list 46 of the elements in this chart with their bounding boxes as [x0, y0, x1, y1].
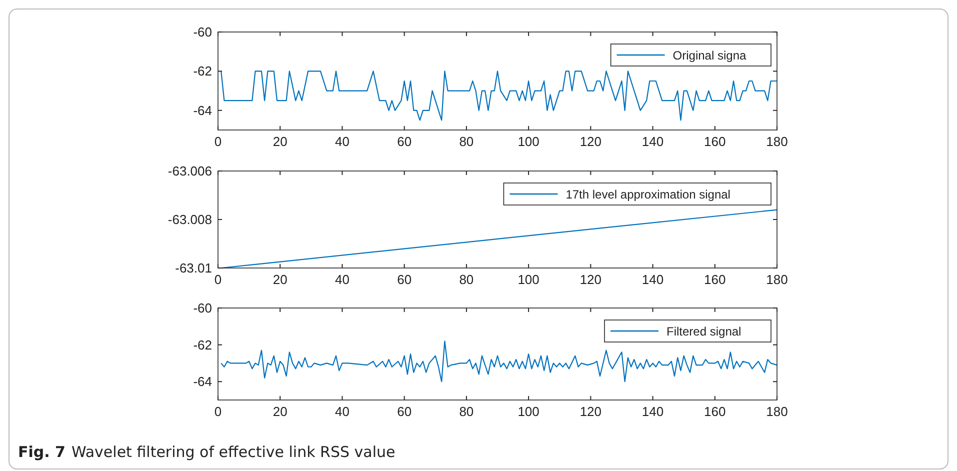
caption: Fig. 7 — [18, 443, 66, 461]
x-tick-label: 100 — [518, 134, 540, 149]
legend-label: 17th level approximation signal — [566, 188, 730, 202]
y-tick-label: -63.008 — [168, 212, 212, 227]
x-tick-label: 20 — [272, 404, 288, 419]
x-tick-label: 0 — [214, 272, 222, 287]
x-tick-label: 100 — [518, 272, 540, 287]
line-series — [220, 70, 778, 121]
y-tick-label: -60 — [193, 24, 212, 40]
x-tick-label: 120 — [580, 404, 602, 419]
y-tick-label: -64 — [193, 102, 212, 118]
x-tick-label: 40 — [334, 134, 350, 149]
x-tick-label: 80 — [459, 404, 474, 419]
x-tick-label: 120 — [580, 272, 602, 287]
x-tick-label: 140 — [642, 272, 664, 287]
x-tick-label: 60 — [397, 134, 412, 149]
x-tick-label: 160 — [704, 404, 726, 419]
x-tick-label: 80 — [459, 272, 474, 287]
x-tick-label: 160 — [704, 272, 726, 287]
x-tick-label: 180 — [766, 404, 788, 419]
legend-label: Original signa — [672, 48, 746, 62]
x-tick-label: 20 — [272, 272, 288, 287]
y-tick-label: -63.01 — [175, 260, 212, 276]
x-tick-label: 40 — [334, 404, 350, 419]
y-tick-label: -60 — [193, 300, 212, 316]
y-tick-label: -63.006 — [168, 164, 212, 178]
x-tick-label: 20 — [272, 134, 288, 149]
y-tick-label: -62 — [193, 337, 212, 352]
line-series — [220, 340, 778, 382]
x-tick-label: 60 — [397, 404, 412, 419]
x-tick-label: 40 — [334, 272, 350, 287]
x-tick-label: 140 — [642, 404, 664, 419]
y-tick-label: -62 — [193, 64, 212, 79]
x-tick-label: 0 — [214, 134, 222, 149]
y-tick-label: -64 — [193, 374, 212, 390]
x-tick-label: 160 — [704, 134, 726, 149]
x-tick-label: 120 — [580, 134, 602, 149]
x-tick-label: 140 — [642, 134, 664, 149]
x-tick-label: 180 — [766, 272, 788, 287]
legend-label: Filtered signal — [666, 324, 742, 338]
x-tick-label: 0 — [214, 404, 222, 419]
x-tick-label: 180 — [766, 134, 788, 149]
x-tick-label: 100 — [518, 404, 540, 419]
x-tick-label: 80 — [459, 134, 474, 149]
x-tick-label: 60 — [397, 272, 412, 287]
text: Wavelet filtering of effective link RSS value — [71, 443, 396, 461]
